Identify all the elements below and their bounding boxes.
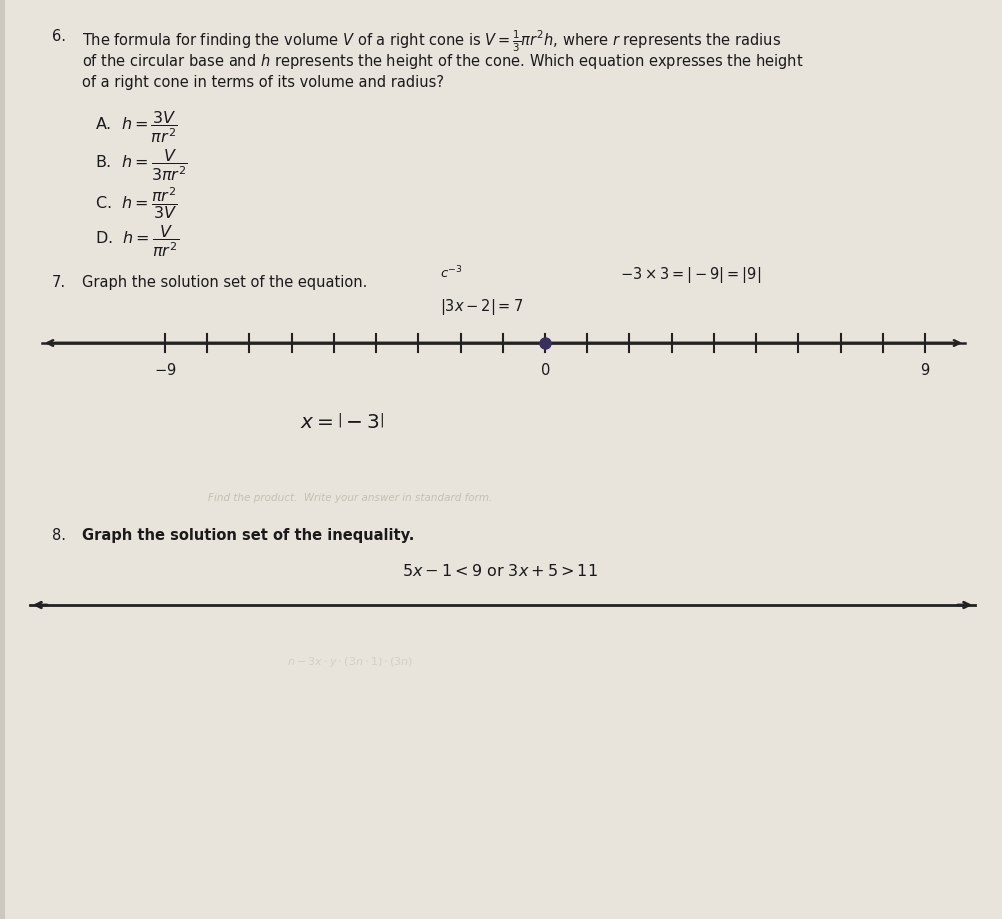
Text: $9$: $9$ — [919, 362, 929, 378]
Text: $0$: $0$ — [539, 362, 550, 378]
Text: $n-3x\cdot y\cdot (3n\cdot 1)\cdot (3n)$: $n-3x\cdot y\cdot (3n\cdot 1)\cdot (3n)$ — [287, 655, 413, 669]
Polygon shape — [5, 0, 1002, 919]
Text: of the circular base and $h$ represents the height of the cone. Which equation e: of the circular base and $h$ represents … — [82, 52, 803, 71]
Text: A.  $h = \dfrac{3V}{\pi r^2}$: A. $h = \dfrac{3V}{\pi r^2}$ — [95, 109, 177, 144]
Text: $|3x - 2| = 7$: $|3x - 2| = 7$ — [440, 297, 523, 317]
Text: $5x - 1 < 9$ or $3x + 5 > 11$: $5x - 1 < 9$ or $3x + 5 > 11$ — [402, 563, 597, 579]
Text: of a right cone in terms of its volume and radius?: of a right cone in terms of its volume a… — [82, 75, 444, 90]
Text: 7.: 7. — [52, 275, 66, 290]
Text: The formula for finding the volume $V$ of a right cone is $V = \frac{1}{3}\pi r^: The formula for finding the volume $V$ o… — [82, 29, 781, 54]
Text: D.  $h = \dfrac{V}{\pi r^2}$: D. $h = \dfrac{V}{\pi r^2}$ — [95, 223, 178, 258]
Text: 6.: 6. — [52, 29, 66, 44]
Text: $x=\left|-3\right|$: $x=\left|-3\right|$ — [300, 413, 384, 432]
Text: $-9$: $-9$ — [153, 362, 176, 378]
Text: Find the product.  Write your answer in standard form.: Find the product. Write your answer in s… — [207, 493, 492, 503]
Text: $-3 \times 3 = |-9| = |9|$: $-3 \times 3 = |-9| = |9|$ — [619, 265, 761, 285]
Text: 8.: 8. — [52, 528, 66, 543]
Text: $\mathit{c}^{-3}$: $\mathit{c}^{-3}$ — [440, 265, 462, 281]
Text: Graph the solution set of the inequality.: Graph the solution set of the inequality… — [82, 528, 414, 543]
Text: C.  $h = \dfrac{\pi r^2}{3V}$: C. $h = \dfrac{\pi r^2}{3V}$ — [95, 185, 177, 221]
Text: Graph the solution set of the equation.: Graph the solution set of the equation. — [82, 275, 367, 290]
Text: B.  $h = \dfrac{V}{3\pi r^2}$: B. $h = \dfrac{V}{3\pi r^2}$ — [95, 147, 187, 183]
